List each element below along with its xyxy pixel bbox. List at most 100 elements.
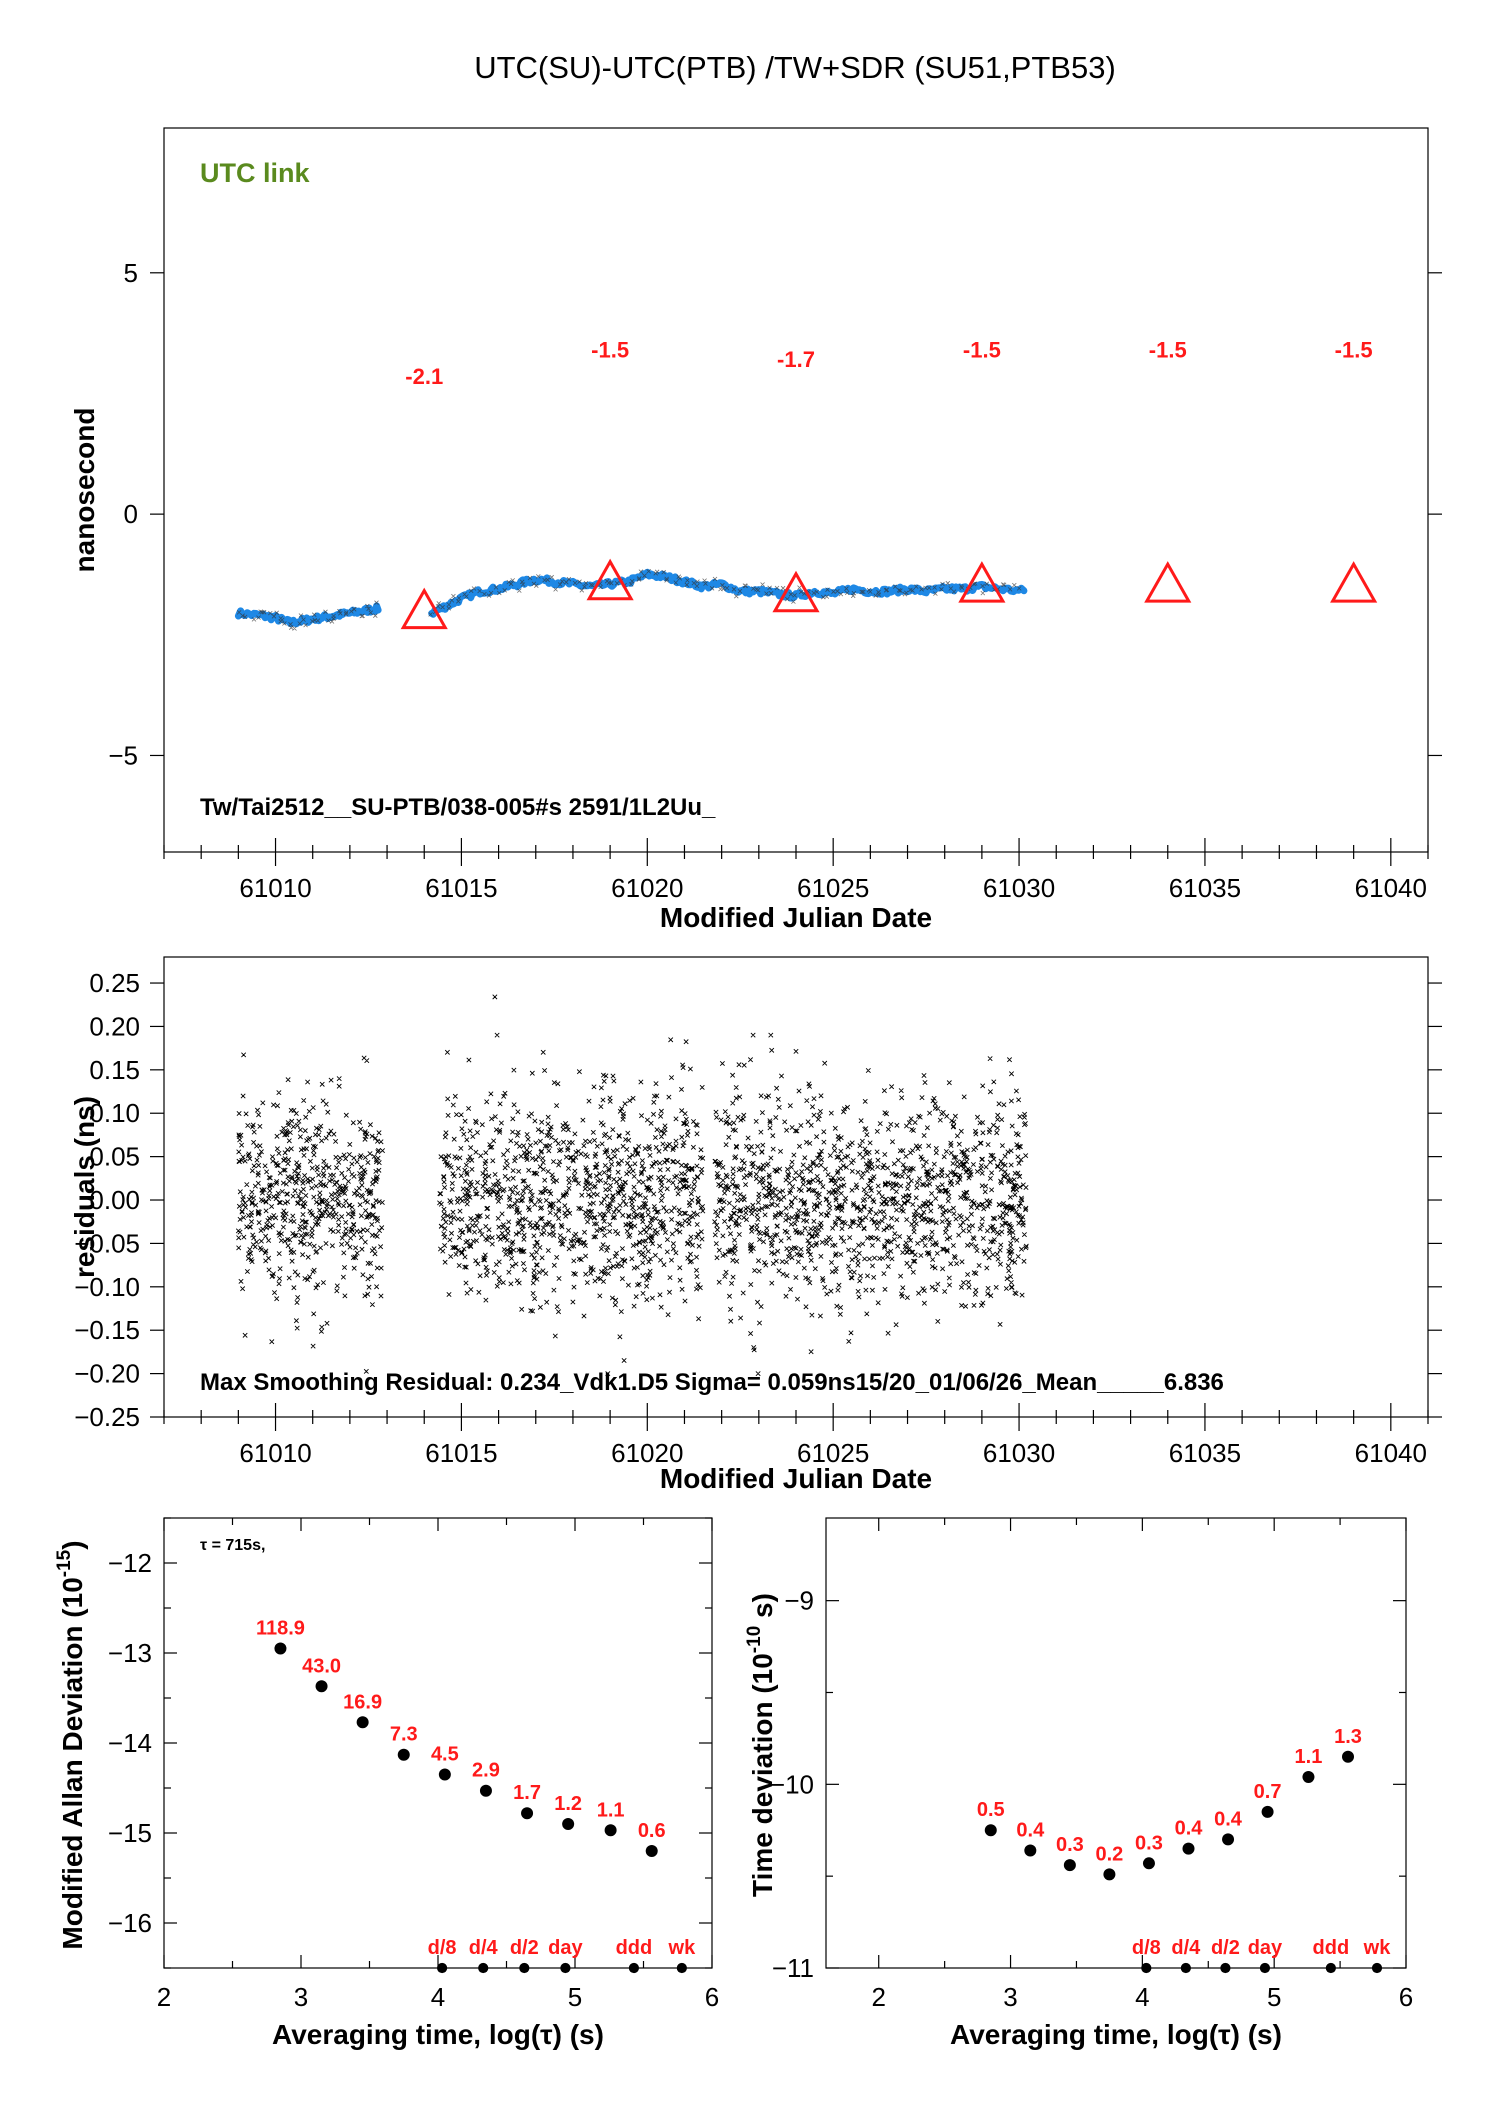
- mdev-point: [604, 1824, 617, 1837]
- tdev-point: [1342, 1750, 1354, 1763]
- link-series-line: [234, 602, 382, 628]
- y-tick-label: 5: [124, 258, 138, 288]
- y-tick-label: −0.05: [74, 1228, 140, 1258]
- legend-entry-utc-link: UTC link: [200, 158, 310, 188]
- residuals-annotation: Max Smoothing Residual: 0.234_Vdk1.D5 Si…: [200, 1369, 1224, 1396]
- link-series-points: [236, 600, 379, 631]
- tdev-point-label: 0.3: [1135, 1832, 1163, 1854]
- period-label: d/4: [469, 1937, 499, 1959]
- mdev-point: [315, 1680, 328, 1693]
- y-tick-label: 0.00: [89, 1185, 140, 1215]
- period-marker: [437, 1962, 448, 1974]
- link-x-axis-title: Modified Julian Date: [660, 902, 932, 933]
- period-label: ddd: [1313, 1937, 1350, 1959]
- residual-points: [235, 994, 1029, 1377]
- marker-value-label: -2.1: [405, 364, 443, 389]
- tdev-y-axis-title: Time deviation (10-10 s): [744, 1593, 778, 1897]
- mdev-x-axis-title: Averaging time, log(τ) (s): [272, 2019, 604, 2050]
- period-marker: [560, 1962, 571, 1974]
- tdev-point-label: 1.1: [1295, 1746, 1323, 1768]
- x-tick-label: 5: [1267, 1982, 1281, 2012]
- marker-value-label: -1.5: [1335, 337, 1373, 362]
- y-tick-label: −11: [772, 1953, 814, 1983]
- tdev-point: [1142, 1857, 1155, 1870]
- y-tick-label: −0.10: [74, 1272, 140, 1302]
- link-annotation: Tw/Tai2512__SU-PTB/038-005#s 2591/1L2Uu_: [200, 794, 716, 821]
- tau-note: τ = 715s,: [200, 1537, 265, 1554]
- x-tick-label: 61035: [1169, 873, 1241, 903]
- y-tick-label: −5: [108, 740, 138, 770]
- tdev-x-axis-title: Averaging time, log(τ) (s): [950, 2019, 1282, 2050]
- period-marker: [628, 1962, 640, 1974]
- period-marker: [519, 1962, 530, 1974]
- mdev-point: [356, 1716, 369, 1729]
- tdev-point-label: 0.2: [1096, 1843, 1124, 1865]
- residuals-y-axis-title: residuals (ns): [69, 1096, 100, 1278]
- mdev-point: [479, 1784, 492, 1797]
- mdev-point-label: 1.7: [513, 1782, 541, 1804]
- y-tick-label: 0.10: [89, 1098, 140, 1128]
- x-tick-label: 3: [294, 1982, 308, 2012]
- y-tick-label: −14: [108, 1728, 152, 1758]
- triangle-marker: [1330, 561, 1378, 603]
- residuals-x-axis-title: Modified Julian Date: [660, 1463, 932, 1494]
- triangle-marker: [586, 558, 634, 601]
- x-tick-label: 61010: [239, 1438, 311, 1468]
- x-tick-label: 61030: [983, 1438, 1055, 1468]
- y-tick-label: −10: [770, 1769, 814, 1799]
- y-tick-label: −0.20: [74, 1359, 140, 1389]
- triangle-marker: [958, 561, 1006, 603]
- y-tick-label: 0.05: [89, 1142, 140, 1172]
- triangle-marker: [772, 570, 820, 613]
- marker-value-label: -1.7: [777, 347, 815, 372]
- x-tick-label: 61020: [611, 873, 683, 903]
- tdev-point-label: 0.3: [1056, 1834, 1084, 1856]
- mdev-y-axis-title: Modified Allan Deviation (10-15): [54, 1540, 88, 1949]
- y-tick-label: −0.15: [74, 1315, 140, 1345]
- tdev-point: [1024, 1844, 1037, 1857]
- y-tick-label: −15: [108, 1818, 152, 1848]
- tdev-point: [1261, 1805, 1274, 1818]
- mdev-point: [438, 1768, 451, 1781]
- y-tick-label: −13: [108, 1638, 152, 1668]
- x-tick-label: 3: [1003, 1982, 1017, 2012]
- link-plot-frame: [163, 127, 1429, 853]
- residuals-plot-frame: [163, 956, 1429, 1418]
- tdev-panel: 2 3 4 5 6 −9 −10 −11 0.5 0.4 0.3 0.2 0.3 0.4 0.4 0.7 1.…: [744, 1517, 1413, 2050]
- mdev-point-label: 1.2: [554, 1793, 582, 1815]
- x-tick-label: 4: [1135, 1982, 1149, 2012]
- period-marker: [1141, 1962, 1152, 1974]
- mdev-point-label: 16.9: [343, 1691, 382, 1713]
- y-tick-label: −9: [784, 1586, 814, 1616]
- marker-value-label: -1.5: [963, 337, 1001, 362]
- tdev-point-label: 0.4: [1175, 1818, 1204, 1840]
- x-tick-label: 5: [568, 1982, 582, 2012]
- period-marker: [676, 1962, 687, 1974]
- tdev-point: [1182, 1842, 1195, 1855]
- mdev-point: [274, 1642, 287, 1655]
- period-label: ddd: [616, 1937, 653, 1959]
- x-tick-label: 2: [157, 1982, 171, 2012]
- y-tick-label: 0.20: [89, 1011, 140, 1041]
- period-label: day: [1248, 1937, 1283, 1959]
- mdev-point-label: 1.1: [597, 1799, 625, 1821]
- tdev-point-label: 0.4: [1016, 1819, 1045, 1841]
- period-marker: [1325, 1962, 1336, 1974]
- period-label: day: [548, 1937, 583, 1959]
- y-tick-label: 0: [124, 499, 138, 529]
- x-tick-label: 61025: [797, 873, 869, 903]
- x-tick-label: 61035: [1169, 1438, 1241, 1468]
- x-tick-label: 4: [431, 1982, 445, 2012]
- tdev-point-label: 0.5: [977, 1799, 1005, 1821]
- tdev-point-label: 0.4: [1214, 1808, 1243, 1830]
- mdev-point-label: 4.5: [431, 1744, 459, 1766]
- chart-title: UTC(SU)-UTC(PTB) /TW+SDR (SU51,PTB53): [474, 50, 1116, 85]
- period-label: wk: [1363, 1937, 1392, 1959]
- x-tick-label: 61040: [1355, 1438, 1427, 1468]
- period-label: wk: [668, 1937, 697, 1959]
- x-tick-label: 61020: [611, 1438, 683, 1468]
- mdev-point-label: 118.9: [256, 1618, 305, 1640]
- period-label: d/4: [1171, 1937, 1201, 1959]
- tdev-point-label: 0.7: [1254, 1781, 1282, 1803]
